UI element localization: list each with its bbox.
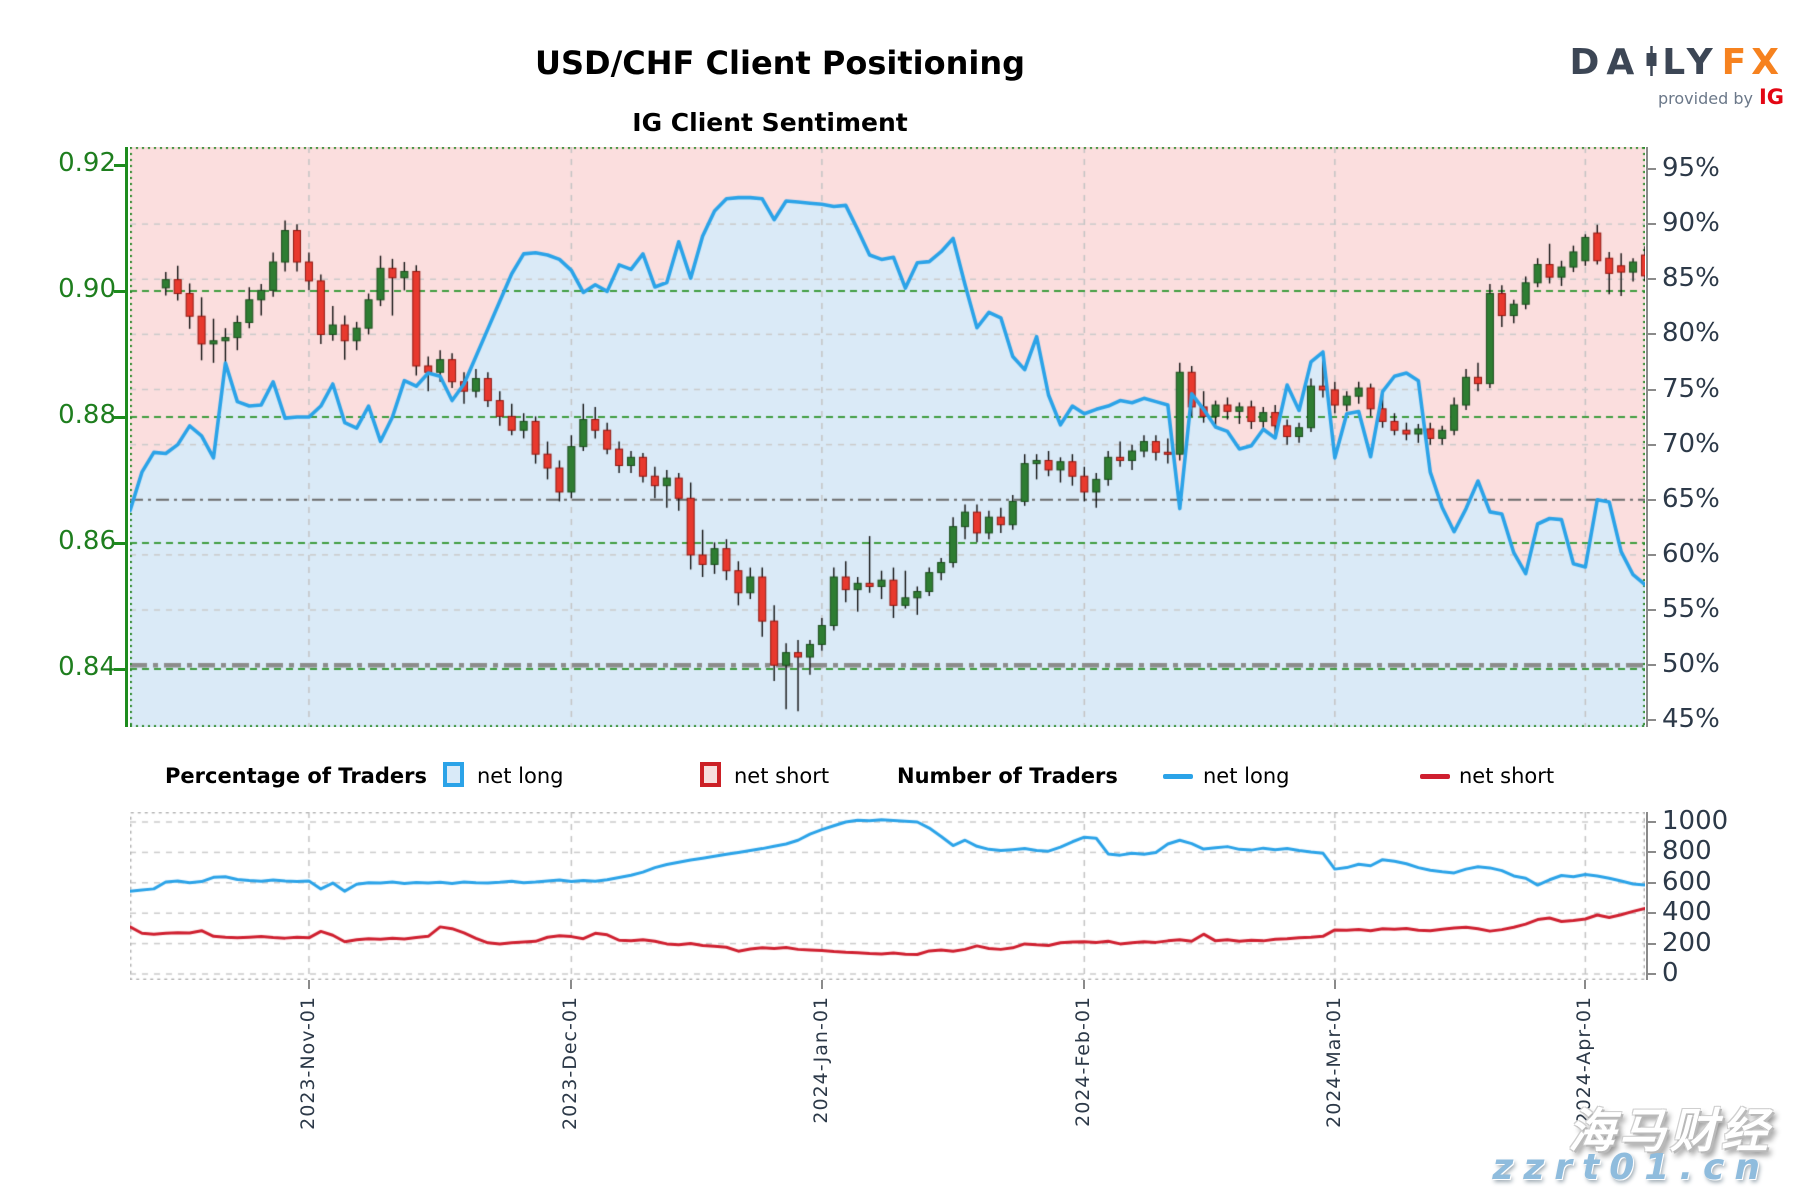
left-price-spine: [125, 147, 128, 727]
percent-tick-mark: [1646, 223, 1656, 226]
chart-subtitle: IG Client Sentiment: [632, 108, 908, 137]
dailyfx-logo: DA LY FX provided by IG: [1569, 42, 1784, 109]
page-title: USD/CHF Client Positioning: [534, 44, 1026, 82]
legend-netshort-line-swatch: [1420, 774, 1450, 779]
date-tick-mark: [570, 980, 573, 989]
watermark-url: zzrt01.cn: [1492, 1147, 1770, 1188]
date-tick-mark: [1584, 980, 1587, 989]
legend-netlong-line-swatch: [1163, 774, 1193, 779]
percent-tick-mark: [1646, 388, 1656, 391]
legend-netlong-line-label: net long: [1203, 764, 1290, 788]
date-tick-label: 2024-Feb-01: [1072, 996, 1095, 1127]
price-tick-mark: [114, 667, 125, 671]
percent-tick-label: 45%: [1662, 704, 1720, 735]
count-tick-label: 200: [1662, 927, 1712, 958]
legend-net-short-label: net short: [734, 764, 830, 788]
percent-tick-mark: [1646, 278, 1656, 281]
count-tick-mark: [1646, 912, 1656, 915]
percent-tick-label: 95%: [1662, 153, 1720, 183]
percent-tick-mark: [1646, 498, 1656, 501]
percent-tick-label: 50%: [1662, 649, 1720, 680]
percent-tick-mark: [1646, 333, 1656, 336]
ig-logo-text: IG: [1758, 85, 1784, 109]
percent-tick-mark: [1646, 553, 1656, 556]
price-tick-label: 0.88: [58, 400, 116, 430]
number-of-traders-chart: [130, 812, 1645, 980]
date-tick-mark: [820, 980, 823, 989]
logo-fx: FX: [1721, 42, 1784, 83]
count-tick-mark: [1646, 942, 1656, 945]
price-tick-label: 0.90: [58, 274, 116, 304]
legend-percentage-title: Percentage of Traders: [165, 764, 427, 788]
count-tick-mark: [1646, 881, 1656, 884]
price-tick-label: 0.92: [58, 148, 116, 178]
percent-tick-mark: [1646, 168, 1656, 170]
count-tick-label: 0: [1662, 958, 1679, 988]
date-tick-mark: [1333, 980, 1336, 989]
legend-net-long-label: net long: [477, 764, 564, 788]
legend-net-long-swatch: [443, 762, 464, 787]
percent-tick-label: 55%: [1662, 594, 1720, 624]
percent-tick-mark: [1646, 664, 1656, 667]
legend-net-short-swatch: [700, 762, 721, 787]
date-tick-mark: [1083, 980, 1086, 989]
percent-tick-mark: [1646, 609, 1656, 611]
price-tick-mark: [114, 541, 125, 545]
percent-tick-mark: [1646, 443, 1656, 446]
percent-tick-label: 65%: [1662, 483, 1720, 514]
sentiment-price-chart: [130, 147, 1645, 727]
price-tick-mark: [114, 289, 125, 293]
date-tick-label: 2024-Mar-01: [1322, 996, 1345, 1128]
logo-provided-by: provided by IG: [1569, 85, 1784, 109]
date-tick-label: 2024-Jan-01: [809, 996, 832, 1124]
date-tick-mark: [307, 980, 310, 989]
price-tick-label: 0.86: [58, 526, 116, 556]
legend-netshort-line-label: net short: [1459, 764, 1555, 788]
percent-tick-label: 80%: [1662, 318, 1720, 349]
count-tick-label: 800: [1662, 836, 1712, 867]
percent-tick-mark: [1646, 719, 1656, 722]
count-tick-label: 600: [1662, 866, 1712, 897]
right-count-spine: [1646, 812, 1648, 980]
percent-tick-label: 75%: [1662, 373, 1720, 404]
count-tick-mark: [1646, 821, 1656, 823]
count-tick-mark: [1646, 973, 1656, 975]
watermark-chinese: 海马财经: [1568, 1104, 1772, 1159]
count-tick-label: 400: [1662, 897, 1712, 928]
price-tick-mark: [114, 415, 125, 419]
count-tick-label: 1000: [1662, 806, 1729, 836]
provided-by-text: provided by: [1657, 89, 1753, 108]
logo-text-start: DA: [1569, 42, 1642, 83]
count-tick-mark: [1646, 851, 1656, 854]
percent-tick-label: 60%: [1662, 538, 1720, 569]
percent-tick-label: 85%: [1662, 263, 1720, 294]
date-tick-label: 2023-Nov-01: [296, 996, 319, 1130]
percent-tick-label: 70%: [1662, 428, 1720, 459]
price-tick-mark: [114, 163, 125, 167]
date-tick-label: 2023-Dec-01: [559, 996, 582, 1131]
legend-number-title: Number of Traders: [897, 764, 1118, 788]
price-tick-label: 0.84: [58, 652, 116, 682]
candlestick-icon: [1645, 45, 1658, 80]
right-pct-spine: [1646, 147, 1648, 727]
percent-tick-label: 90%: [1662, 208, 1720, 239]
logo-text-end: LY: [1662, 42, 1720, 83]
